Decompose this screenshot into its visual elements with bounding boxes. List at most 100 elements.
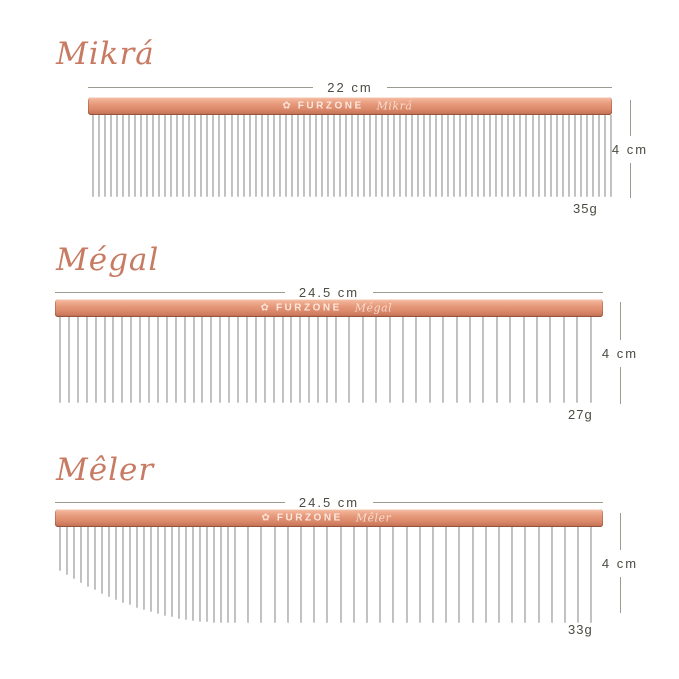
comb-tooth [266, 115, 269, 197]
comb-tooth [350, 115, 353, 197]
comb-tooth [192, 317, 195, 403]
dimension-line [619, 366, 621, 404]
comb-tooth [537, 115, 540, 197]
spine-branding: ✿ FURZONE Mêler [262, 512, 392, 525]
comb-tooth [101, 527, 103, 594]
comb-tooth [418, 527, 421, 623]
comb-tooth [230, 115, 233, 197]
dimension-line [373, 291, 603, 293]
comb-tooth [182, 115, 185, 197]
comb-tooth [564, 527, 566, 623]
brand-name: FURZONE [275, 302, 342, 314]
comb-tooth [284, 115, 287, 197]
comb-tooth [495, 317, 498, 403]
comb-tooth [278, 115, 281, 197]
flower-icon: ✿ [282, 100, 291, 111]
comb-tooth [210, 317, 213, 403]
comb-tooth [260, 115, 263, 197]
comb-tooth [129, 527, 131, 606]
comb-tooth [401, 317, 404, 403]
comb-tooth [158, 115, 161, 197]
comb-tooth [281, 317, 284, 403]
height-dimension: 4 cm [607, 100, 653, 198]
comb-tooth [366, 527, 368, 623]
comb-tooth [134, 115, 137, 197]
weight-label: 35g [573, 201, 598, 216]
comb-tooth [150, 527, 152, 613]
comb-tooth [170, 115, 173, 197]
comb-tooth [80, 527, 82, 584]
comb-tooth [308, 115, 311, 197]
comb-tooth [254, 115, 257, 197]
comb-tooth [146, 115, 149, 197]
comb-tooth [459, 115, 462, 197]
comb-spine: ✿ FURZONE Mêler [55, 509, 603, 527]
comb-tooth [352, 527, 355, 623]
comb-tooth [213, 527, 215, 623]
comb-tooth [174, 317, 177, 403]
comb-tooth [183, 317, 186, 403]
comb-tooth [447, 115, 450, 197]
comb-tooth [224, 115, 227, 197]
weight-label: 27g [568, 407, 593, 422]
comb-tooth [428, 317, 431, 403]
comb-tooth [334, 317, 337, 403]
comb-tooth [361, 317, 364, 403]
comb-spine: ✿ FURZONE Mikrá [88, 97, 612, 115]
comb-tooth [156, 317, 159, 403]
width-dimension-label: 22 cm [327, 79, 373, 95]
comb-tooth [136, 527, 138, 608]
comb-tooth [344, 115, 347, 197]
comb-tooth [94, 527, 96, 591]
comb-tooth [432, 527, 434, 623]
comb-tooth [313, 527, 316, 623]
comb-tooth [112, 317, 115, 403]
comb-tooth [549, 317, 552, 403]
comb-tooth [300, 527, 302, 623]
comb-tooth [531, 115, 534, 197]
comb-tooth [220, 527, 222, 623]
height-dimension: 4 cm [597, 513, 643, 613]
comb-tooth [597, 115, 600, 197]
comb-tooth [338, 115, 341, 197]
comb-tooth [579, 115, 582, 197]
comb-tooth [368, 115, 371, 197]
flower-icon: ✿ [260, 302, 269, 313]
comb-tooth [185, 527, 187, 620]
comb-tooth [509, 317, 512, 403]
comb-tooth [484, 527, 487, 623]
comb-tooth [374, 115, 377, 197]
comb-tooth [423, 115, 426, 197]
comb-tooth [511, 527, 514, 623]
comb-tooth [501, 115, 504, 197]
comb-tooth [260, 527, 263, 623]
comb-tooth [399, 115, 401, 197]
comb-tooth [194, 115, 197, 197]
comb-tooth [417, 115, 420, 197]
comb-tooth [320, 115, 323, 197]
comb-tooth [290, 317, 293, 403]
comb-tooth [245, 317, 248, 403]
comb-tooth [143, 527, 145, 610]
comb-tooth [59, 527, 61, 571]
weight-label: 33g [568, 622, 593, 637]
comb-tooth [495, 115, 498, 197]
comb-tooth [465, 115, 468, 197]
dimension-line [619, 513, 621, 550]
height-dimension: 4 cm [597, 302, 643, 404]
comb-tooth [98, 115, 100, 197]
comb-tooth [393, 115, 395, 197]
comb-tooth [405, 115, 407, 197]
height-dimension-label: 4 cm [601, 345, 639, 361]
comb-tooth [498, 527, 500, 623]
comb-tooth [104, 115, 106, 197]
comb-tooth [550, 527, 553, 623]
comb-tooth [381, 115, 383, 197]
comb-tooth [453, 115, 456, 197]
brand-model-script: Mikrá [376, 99, 413, 113]
comb-tooth [458, 527, 461, 623]
comb-tooth [85, 317, 88, 403]
dimension-line [629, 100, 631, 136]
comb-tooth [314, 115, 317, 197]
